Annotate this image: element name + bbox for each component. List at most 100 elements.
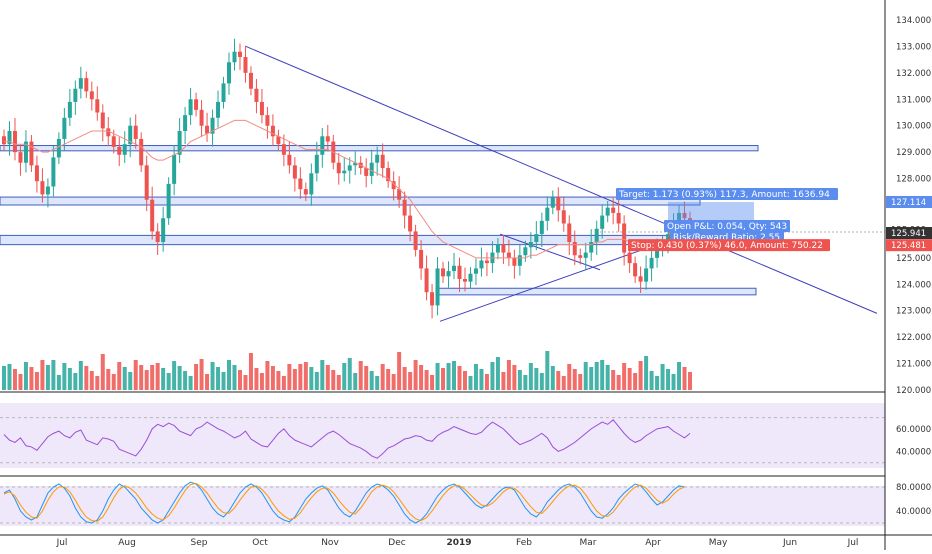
candle-body bbox=[144, 165, 149, 200]
volume-bar bbox=[622, 363, 627, 390]
candle-body bbox=[216, 101, 221, 118]
candle-body bbox=[227, 62, 232, 84]
candle-body bbox=[386, 168, 391, 182]
candle-body bbox=[347, 165, 352, 171]
volume-bar bbox=[666, 369, 671, 390]
position-tool[interactable]: Target: 1.173 (0.93%) 117.3, Amount: 163… bbox=[600, 187, 885, 252]
volume-bar bbox=[677, 362, 682, 390]
price-axis[interactable]: 134.000 133.000 132.000 131.000 130.000 129.0… bbox=[886, 16, 932, 517]
volume-bar bbox=[561, 376, 566, 390]
price-tick-label: 129.000 bbox=[896, 148, 931, 158]
volume-bar bbox=[397, 352, 402, 390]
volume-bar bbox=[259, 373, 264, 390]
candle-body bbox=[133, 125, 138, 139]
candle-body bbox=[183, 115, 188, 131]
candle-body bbox=[578, 255, 583, 258]
candle-body bbox=[232, 51, 237, 63]
volume-bar bbox=[380, 364, 385, 390]
candle-body bbox=[364, 168, 369, 176]
volume-bar bbox=[391, 374, 396, 390]
candle-body bbox=[479, 260, 484, 269]
rsi-tick-label: 60.0000 bbox=[896, 425, 931, 435]
price-tick-label: 134.000 bbox=[896, 16, 931, 26]
volume-bar bbox=[611, 370, 616, 390]
candle-body bbox=[402, 199, 407, 216]
volume-bar bbox=[84, 366, 89, 390]
candle-body bbox=[95, 99, 100, 113]
volume-bar bbox=[292, 369, 297, 390]
time-tick-label: Jul bbox=[847, 538, 859, 548]
candle-body bbox=[545, 207, 550, 221]
volume-bar bbox=[682, 367, 687, 390]
volume-bar bbox=[117, 362, 122, 390]
volume-bar bbox=[216, 367, 221, 390]
candle-body bbox=[501, 244, 506, 253]
candle-body bbox=[155, 231, 160, 242]
volume-bar bbox=[347, 358, 352, 390]
time-tick-label: Sep bbox=[191, 538, 208, 548]
time-tick-label: Nov bbox=[321, 538, 339, 548]
volume-bar bbox=[331, 370, 336, 390]
candle-body bbox=[150, 199, 155, 232]
candle-body bbox=[111, 136, 116, 147]
volume-bar bbox=[155, 363, 160, 390]
volume-bar bbox=[402, 367, 407, 390]
price-tick-label: 133.000 bbox=[896, 42, 931, 52]
volume-bar bbox=[325, 365, 330, 390]
candle-body bbox=[320, 136, 325, 155]
volume-bar bbox=[600, 360, 605, 390]
volume-bar bbox=[133, 360, 138, 390]
volume-bar bbox=[254, 368, 259, 390]
target-label: Target: 1.173 (0.93%) 117.3, Amount: 163… bbox=[618, 190, 830, 200]
open-pl-label-bg bbox=[664, 220, 790, 233]
candle-body bbox=[199, 109, 204, 126]
volume-bar bbox=[161, 368, 166, 390]
volume-bar bbox=[18, 374, 23, 390]
time-tick-label: Mar bbox=[580, 538, 597, 548]
volume-bar bbox=[144, 370, 149, 390]
volume-bar bbox=[276, 371, 281, 390]
price-tick-label: 124.000 bbox=[896, 280, 931, 290]
stoch-band bbox=[0, 486, 885, 526]
candle-body bbox=[391, 181, 396, 190]
volume-bar bbox=[12, 369, 17, 390]
volume-bar bbox=[446, 363, 451, 390]
time-axis[interactable]: Jul Aug Sep Oct Nov Dec 2019 Feb Mar Apr May Jun Jul bbox=[56, 538, 859, 548]
candle-body bbox=[605, 207, 610, 216]
candle-body bbox=[292, 165, 297, 179]
volume-bar bbox=[298, 364, 303, 390]
candle-body bbox=[644, 268, 649, 282]
volume-bar bbox=[473, 364, 478, 390]
candle-body bbox=[556, 197, 561, 211]
rsi-line bbox=[3, 419, 691, 459]
volume-bar bbox=[128, 372, 133, 390]
candle-body bbox=[248, 72, 253, 89]
volume-bar bbox=[281, 376, 286, 390]
volume-bar bbox=[567, 364, 572, 390]
candle-body bbox=[281, 144, 286, 155]
candle-body bbox=[254, 88, 259, 102]
volume-bar bbox=[484, 374, 489, 390]
price-tick-label: 130.000 bbox=[896, 122, 931, 132]
candle-body bbox=[567, 223, 572, 242]
candle-body bbox=[342, 170, 347, 174]
last-price-bg bbox=[886, 227, 932, 240]
price-tick-label: 123.000 bbox=[896, 307, 931, 317]
candle-body bbox=[259, 101, 264, 116]
price-tick-label: 121.000 bbox=[896, 360, 931, 370]
volume-bar bbox=[358, 361, 363, 390]
candle-body bbox=[303, 189, 308, 195]
candle-body bbox=[161, 218, 166, 242]
candle-body bbox=[633, 263, 638, 277]
stop-label-bg bbox=[628, 239, 830, 252]
volume-bars bbox=[2, 351, 692, 390]
zone-rect bbox=[0, 196, 701, 206]
volume-bar bbox=[166, 373, 171, 390]
moving-average bbox=[4, 119, 690, 259]
rsi-pane bbox=[0, 403, 885, 468]
candle-body bbox=[23, 141, 28, 163]
candle-body bbox=[89, 91, 94, 100]
time-tick-label: Oct bbox=[252, 538, 268, 548]
